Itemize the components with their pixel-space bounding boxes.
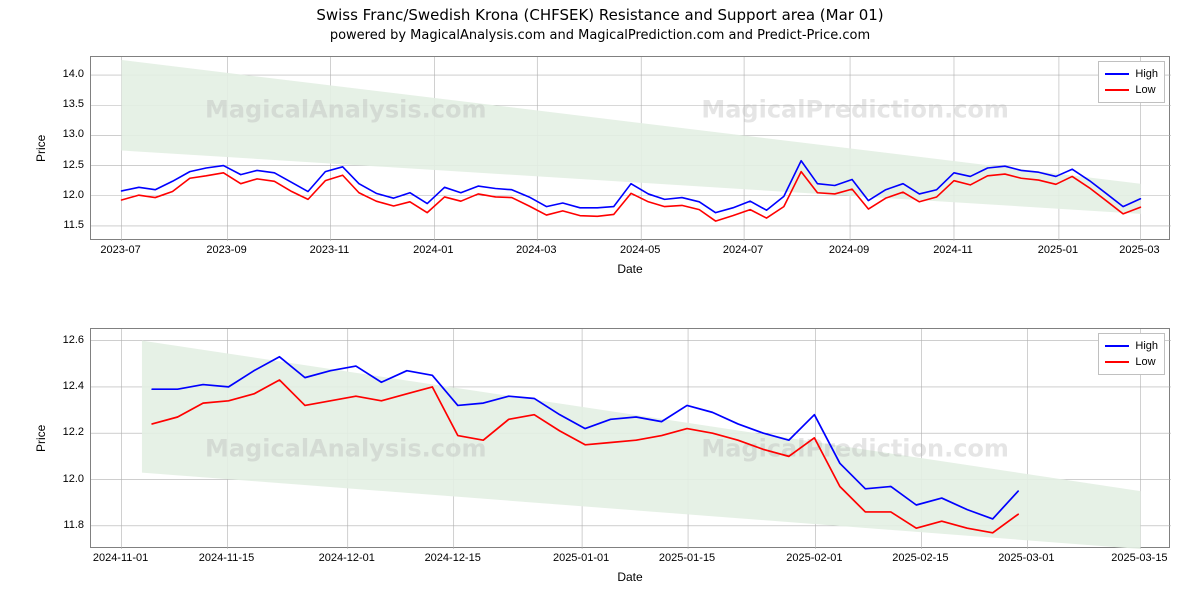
x-tick-label: 2024-12-01 bbox=[319, 552, 375, 564]
page-root: Swiss Franc/Swedish Krona (CHFSEK) Resis… bbox=[0, 0, 1200, 600]
x-tick-label: 2023-11 bbox=[310, 244, 350, 256]
x-tick-label: 2025-03 bbox=[1119, 244, 1159, 256]
x-tick-label: 2025-01-01 bbox=[553, 552, 609, 564]
x-tick-label: 2025-03-01 bbox=[998, 552, 1054, 564]
x-tick-label: 2025-02-01 bbox=[786, 552, 842, 564]
x-tick-label: 2024-11-01 bbox=[93, 552, 148, 564]
legend-low-label: Low bbox=[1135, 82, 1155, 98]
page-title: Swiss Franc/Swedish Krona (CHFSEK) Resis… bbox=[0, 6, 1200, 24]
x-tick-label: 2024-03 bbox=[516, 244, 556, 256]
bottom-chart-svg: MagicalAnalysis.comMagicalPrediction.com bbox=[91, 329, 1171, 549]
x-tick-label: 2025-03-15 bbox=[1111, 552, 1167, 564]
y-tick-label: 13.5 bbox=[44, 98, 84, 110]
x-tick-label: 2023-07 bbox=[100, 244, 140, 256]
top-chart-svg: MagicalAnalysis.comMagicalPrediction.com bbox=[91, 57, 1171, 241]
x-tick-label: 2024-12-15 bbox=[425, 552, 481, 564]
legend-high-line bbox=[1105, 73, 1129, 75]
top-chart-panel: MagicalAnalysis.comMagicalPrediction.com… bbox=[90, 56, 1170, 240]
legend-high-label: High bbox=[1135, 338, 1158, 354]
legend-high-label: High bbox=[1135, 66, 1158, 82]
x-tick-label: 2025-01-15 bbox=[659, 552, 715, 564]
legend-high-line bbox=[1105, 345, 1129, 347]
legend-low-label: Low bbox=[1135, 354, 1155, 370]
x-tick-label: 2023-09 bbox=[206, 244, 246, 256]
x-tick-label: 2024-11 bbox=[933, 244, 973, 256]
y-tick-label: 11.8 bbox=[44, 519, 84, 531]
x-tick-label: 2024-09 bbox=[829, 244, 869, 256]
legend-low: Low bbox=[1105, 82, 1158, 98]
y-tick-label: 13.0 bbox=[44, 128, 84, 140]
x-tick-label: 2024-01 bbox=[413, 244, 453, 256]
legend-low-line bbox=[1105, 89, 1129, 91]
y-tick-label: 11.5 bbox=[44, 219, 84, 231]
y-tick-label: 12.5 bbox=[44, 159, 84, 171]
page-subtitle: powered by MagicalAnalysis.com and Magic… bbox=[0, 28, 1200, 43]
top-x-axis-label: Date bbox=[90, 262, 1170, 276]
y-tick-label: 12.4 bbox=[44, 380, 84, 392]
watermark-text: MagicalPrediction.com bbox=[701, 95, 1009, 123]
y-tick-label: 14.0 bbox=[44, 68, 84, 80]
bottom-chart-panel: MagicalAnalysis.comMagicalPrediction.com… bbox=[90, 328, 1170, 548]
legend-high: High bbox=[1105, 66, 1158, 82]
legend-low: Low bbox=[1105, 354, 1158, 370]
y-tick-label: 12.0 bbox=[44, 189, 84, 201]
x-tick-label: 2025-01 bbox=[1038, 244, 1078, 256]
bottom-x-axis-label: Date bbox=[90, 570, 1170, 584]
legend-box: High Low bbox=[1098, 61, 1165, 103]
x-tick-label: 2024-05 bbox=[620, 244, 660, 256]
x-tick-label: 2024-11-15 bbox=[199, 552, 254, 564]
y-tick-label: 12.2 bbox=[44, 426, 84, 438]
x-tick-label: 2025-02-15 bbox=[892, 552, 948, 564]
legend-high: High bbox=[1105, 338, 1158, 354]
y-tick-label: 12.0 bbox=[44, 473, 84, 485]
y-tick-label: 12.6 bbox=[44, 334, 84, 346]
x-tick-label: 2024-07 bbox=[723, 244, 763, 256]
legend-low-line bbox=[1105, 361, 1129, 363]
legend-box: High Low bbox=[1098, 333, 1165, 375]
